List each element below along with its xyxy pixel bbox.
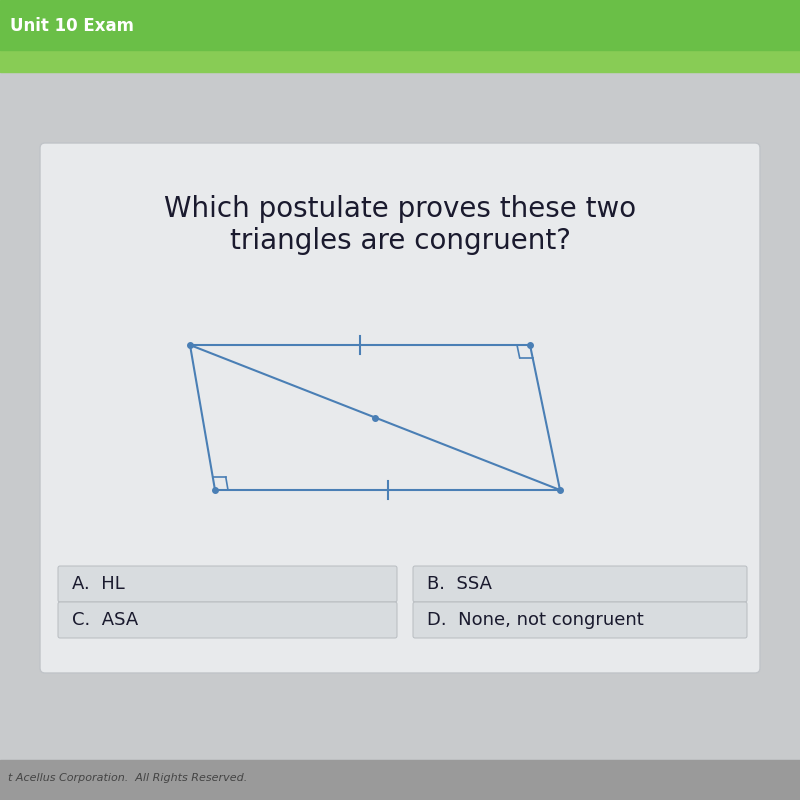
FancyBboxPatch shape bbox=[413, 602, 747, 638]
Bar bbox=[0, 50, 800, 72]
Text: B.  SSA: B. SSA bbox=[427, 575, 492, 593]
Text: Which postulate proves these two
triangles are congruent?: Which postulate proves these two triangl… bbox=[164, 195, 636, 255]
Text: D.  None, not congruent: D. None, not congruent bbox=[427, 611, 644, 629]
Text: C.  ASA: C. ASA bbox=[72, 611, 138, 629]
Bar bbox=[0, 760, 800, 800]
Text: A.  HL: A. HL bbox=[72, 575, 125, 593]
FancyBboxPatch shape bbox=[58, 602, 397, 638]
FancyBboxPatch shape bbox=[40, 143, 760, 673]
Bar bbox=[0, 0, 800, 50]
Text: t Acellus Corporation.  All Rights Reserved.: t Acellus Corporation. All Rights Reserv… bbox=[8, 773, 247, 783]
Text: Unit 10 Exam: Unit 10 Exam bbox=[10, 17, 134, 35]
FancyBboxPatch shape bbox=[58, 566, 397, 602]
FancyBboxPatch shape bbox=[413, 566, 747, 602]
